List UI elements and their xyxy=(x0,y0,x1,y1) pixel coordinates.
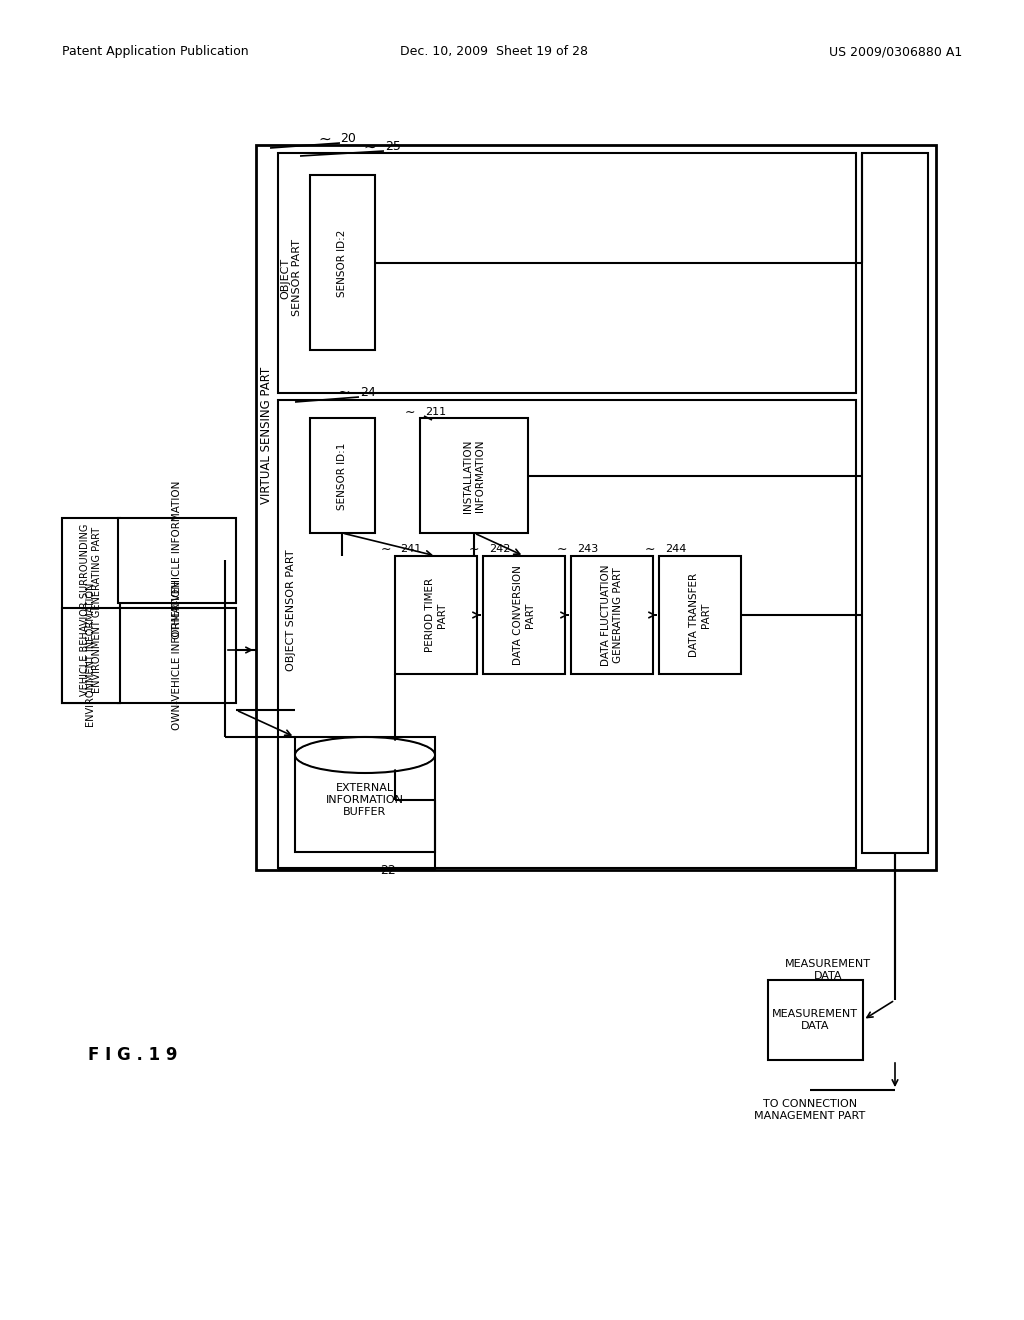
Text: OBJECT
SENSOR PART: OBJECT SENSOR PART xyxy=(281,239,302,317)
Text: DATA CONVERSION
PART: DATA CONVERSION PART xyxy=(513,565,535,665)
Text: 211: 211 xyxy=(425,407,446,417)
Text: EXTERNAL
INFORMATION
BUFFER: EXTERNAL INFORMATION BUFFER xyxy=(326,783,404,817)
Text: SENSOR ID:1: SENSOR ID:1 xyxy=(337,442,347,510)
Bar xyxy=(118,517,236,603)
Bar xyxy=(256,145,936,870)
Bar xyxy=(862,153,928,853)
Bar xyxy=(62,517,120,704)
Text: ENVIRONMENT INFORMATION: ENVIRONMENT INFORMATION xyxy=(86,583,96,727)
Bar xyxy=(295,737,435,851)
Text: ∼: ∼ xyxy=(404,405,416,418)
Bar xyxy=(310,418,375,533)
Text: Patent Application Publication: Patent Application Publication xyxy=(62,45,249,58)
Bar xyxy=(420,418,528,533)
Text: OBJECT SENSOR PART: OBJECT SENSOR PART xyxy=(286,549,296,671)
Text: ∼: ∼ xyxy=(557,543,567,556)
Text: TO CONNECTION
MANAGEMENT PART: TO CONNECTION MANAGEMENT PART xyxy=(755,1100,865,1121)
Text: ∼: ∼ xyxy=(381,543,391,556)
Text: ∼: ∼ xyxy=(338,384,350,400)
Text: VIRTUAL SENSING PART: VIRTUAL SENSING PART xyxy=(260,367,273,504)
Bar xyxy=(659,556,741,675)
Text: ∼: ∼ xyxy=(469,543,479,556)
Text: ∼: ∼ xyxy=(318,132,332,147)
Text: 22: 22 xyxy=(380,863,395,876)
Text: ∼: ∼ xyxy=(364,140,377,154)
Bar xyxy=(278,153,856,393)
Bar xyxy=(483,556,565,675)
Text: 25: 25 xyxy=(385,140,400,153)
Text: SENSOR ID:2: SENSOR ID:2 xyxy=(337,230,347,297)
Text: 241: 241 xyxy=(400,544,421,554)
Text: ∼: ∼ xyxy=(357,863,369,876)
Bar xyxy=(395,556,477,675)
Text: ∼: ∼ xyxy=(645,543,655,556)
Text: MEASUREMENT
DATA: MEASUREMENT DATA xyxy=(785,960,871,981)
Text: VEHICLE BEHAVIOR SURROUNDING
ENVIRONMENT GENERATING PART: VEHICLE BEHAVIOR SURROUNDING ENVIRONMENT… xyxy=(80,524,101,696)
Text: OWN-VEHICLE INFORMATION: OWN-VEHICLE INFORMATION xyxy=(172,581,182,730)
Ellipse shape xyxy=(295,737,435,774)
Text: 243: 243 xyxy=(577,544,598,554)
Text: MEASUREMENT
DATA: MEASUREMENT DATA xyxy=(772,1010,858,1031)
Text: Dec. 10, 2009  Sheet 19 of 28: Dec. 10, 2009 Sheet 19 of 28 xyxy=(400,45,588,58)
Text: DATA FLUCTUATION
GENERATING PART: DATA FLUCTUATION GENERATING PART xyxy=(601,564,623,665)
Text: INSTALLATION
INFORMATION: INSTALLATION INFORMATION xyxy=(463,440,484,512)
Bar xyxy=(118,609,236,704)
Text: 24: 24 xyxy=(360,385,376,399)
Bar xyxy=(768,979,863,1060)
Bar xyxy=(62,609,120,704)
Bar xyxy=(278,400,856,869)
Text: OTHER-VEHICLE INFORMATION: OTHER-VEHICLE INFORMATION xyxy=(172,480,182,639)
Text: DATA TRANSFER
PART: DATA TRANSFER PART xyxy=(689,573,711,657)
Bar xyxy=(310,176,375,350)
Bar xyxy=(571,556,653,675)
Text: 244: 244 xyxy=(665,544,686,554)
Text: 242: 242 xyxy=(489,544,510,554)
Ellipse shape xyxy=(297,739,433,771)
Text: 20: 20 xyxy=(340,132,356,144)
Text: PERIOD TIMER
PART: PERIOD TIMER PART xyxy=(425,578,446,652)
Text: US 2009/0306880 A1: US 2009/0306880 A1 xyxy=(828,45,962,58)
Text: F I G . 1 9: F I G . 1 9 xyxy=(88,1045,177,1064)
